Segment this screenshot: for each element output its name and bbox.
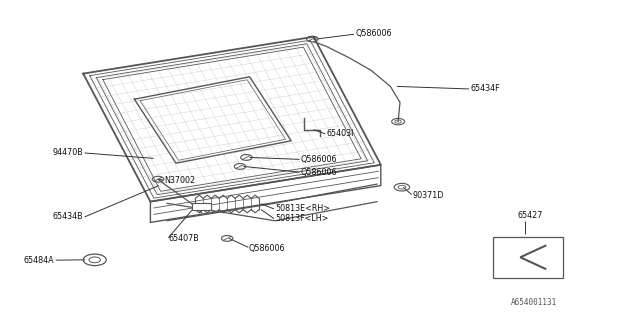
Text: 65427: 65427 bbox=[517, 211, 543, 220]
Text: Q586006: Q586006 bbox=[355, 29, 392, 38]
Text: 50813E<RH>: 50813E<RH> bbox=[275, 204, 330, 213]
Bar bbox=[192, 203, 211, 210]
Text: 65407B: 65407B bbox=[168, 234, 199, 243]
Text: 50813F<LH>: 50813F<LH> bbox=[275, 214, 328, 223]
Text: Q586006: Q586006 bbox=[301, 155, 337, 164]
Text: A654001131: A654001131 bbox=[511, 298, 557, 307]
Text: 65434F: 65434F bbox=[470, 84, 500, 93]
Text: 90371D: 90371D bbox=[413, 191, 444, 200]
Text: Q586006: Q586006 bbox=[248, 244, 285, 252]
Text: 65484A: 65484A bbox=[24, 256, 54, 265]
Text: N37002: N37002 bbox=[164, 176, 196, 185]
Bar bbox=[493, 237, 563, 278]
Text: 65403I: 65403I bbox=[326, 129, 354, 138]
Text: 65434B: 65434B bbox=[52, 212, 83, 221]
Text: Q586006: Q586006 bbox=[301, 168, 337, 177]
Text: 94470B: 94470B bbox=[52, 148, 83, 157]
